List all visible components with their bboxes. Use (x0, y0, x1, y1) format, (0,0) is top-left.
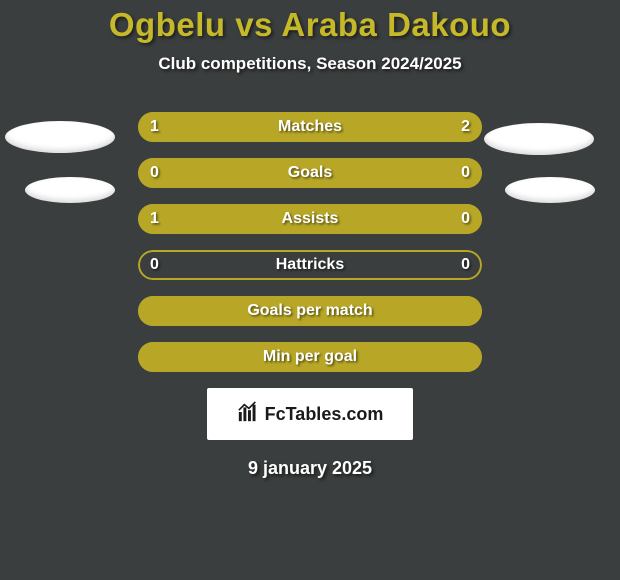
stat-bar: Goals per match (138, 296, 482, 326)
stat-bar: 00Goals (138, 158, 482, 188)
player-left-ellipse-2 (25, 177, 115, 203)
logo-text: FcTables.com (265, 404, 384, 425)
stat-label: Matches (138, 112, 482, 142)
stat-bar: 10Assists (138, 204, 482, 234)
stat-label: Goals per match (138, 296, 482, 326)
fctables-logo[interactable]: FcTables.com (207, 388, 413, 440)
chart-icon (237, 401, 259, 428)
comparison-title: Ogbelu vs Araba Dakouo (0, 0, 620, 44)
stat-label: Assists (138, 204, 482, 234)
player-right-ellipse-2 (505, 177, 595, 203)
stat-bar: 00Hattricks (138, 250, 482, 280)
stat-bar: 12Matches (138, 112, 482, 142)
comparison-subtitle: Club competitions, Season 2024/2025 (0, 54, 620, 74)
player-left-ellipse (5, 121, 115, 153)
stat-label: Goals (138, 158, 482, 188)
snapshot-date: 9 january 2025 (0, 458, 620, 479)
player-right-ellipse (484, 123, 594, 155)
stat-label: Min per goal (138, 342, 482, 372)
stat-bar: Min per goal (138, 342, 482, 372)
stat-label: Hattricks (138, 250, 482, 280)
